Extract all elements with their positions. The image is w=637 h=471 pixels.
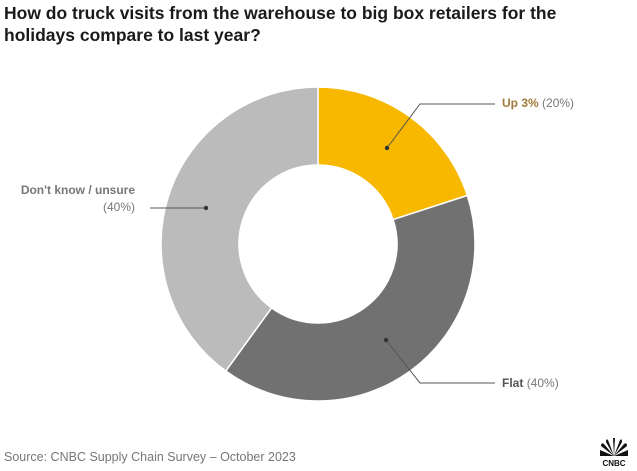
label-unsure-name: Don't know / unsure [20,183,135,197]
slice-2 [160,86,319,373]
leader-line-0 [386,103,495,149]
label-up-pct: (20%) [542,96,575,110]
leader-dot-0 [384,145,390,151]
label-unsure-pct: (40%) [102,200,135,214]
chart-title: How do truck visits from the warehouse t… [4,3,557,45]
label-up-name: Up 3% [502,96,539,110]
label-up: Up 3% (20%) [502,95,574,112]
svg-text:CNBC: CNBC [602,459,625,468]
cnbc-logo: CNBC [600,438,628,468]
slice-0 [317,86,469,221]
label-unsure: Don't know / unsure (40%) [21,182,135,216]
source-note: Source: CNBC Supply Chain Survey – Octob… [4,450,296,464]
leader-dot-1 [383,337,389,343]
leader-line-1 [385,339,495,384]
label-flat-pct: (40%) [526,376,559,390]
leader-dot-2 [203,205,209,211]
slice-1 [224,194,476,402]
label-flat: Flat (40%) [502,375,559,392]
label-flat-name: Flat [502,376,524,390]
